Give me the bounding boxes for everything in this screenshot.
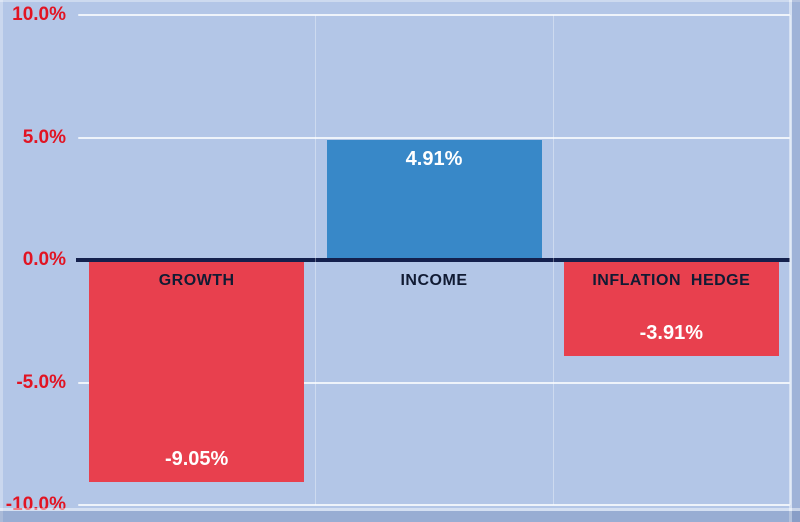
- gridline: [78, 504, 790, 506]
- window-edge-bottom-highlight: [0, 508, 800, 511]
- y-axis-tick-label: -10.0%: [5, 494, 66, 515]
- zero-axis-line: [76, 258, 790, 262]
- gridline: [78, 136, 790, 139]
- window-edge-top: [0, 0, 800, 2]
- gridline: [78, 14, 790, 16]
- bar-value-label: -3.91%: [639, 321, 704, 344]
- category-boundary-line: [315, 15, 317, 505]
- category-boundary-line: [790, 15, 791, 505]
- y-axis-tick-label: 10.0%: [12, 4, 66, 25]
- window-edge-right-shadow: [792, 0, 800, 522]
- window-edge-bottom-shadow: [0, 511, 800, 522]
- bar-value-label: -9.05%: [164, 447, 229, 470]
- bar-income: [326, 139, 542, 258]
- gridline: [78, 381, 790, 384]
- category-label: INCOME: [400, 272, 468, 289]
- y-axis-tick-label: 0.0%: [22, 249, 66, 270]
- bar-inflation-hedge: [563, 262, 779, 356]
- category-label: GROWTH: [158, 272, 235, 289]
- category-boundary-line: [552, 15, 554, 505]
- category-label: INFLATION HEDGE: [592, 272, 751, 289]
- y-axis-tick-label: 5.0%: [22, 126, 66, 148]
- window-edge-right-highlight: [789, 0, 792, 522]
- bar-value-label: 4.91%: [405, 147, 463, 170]
- window-edge-left: [0, 0, 3, 522]
- bar-growth: [89, 262, 305, 482]
- y-axis-tick-label: -5.0%: [16, 371, 66, 393]
